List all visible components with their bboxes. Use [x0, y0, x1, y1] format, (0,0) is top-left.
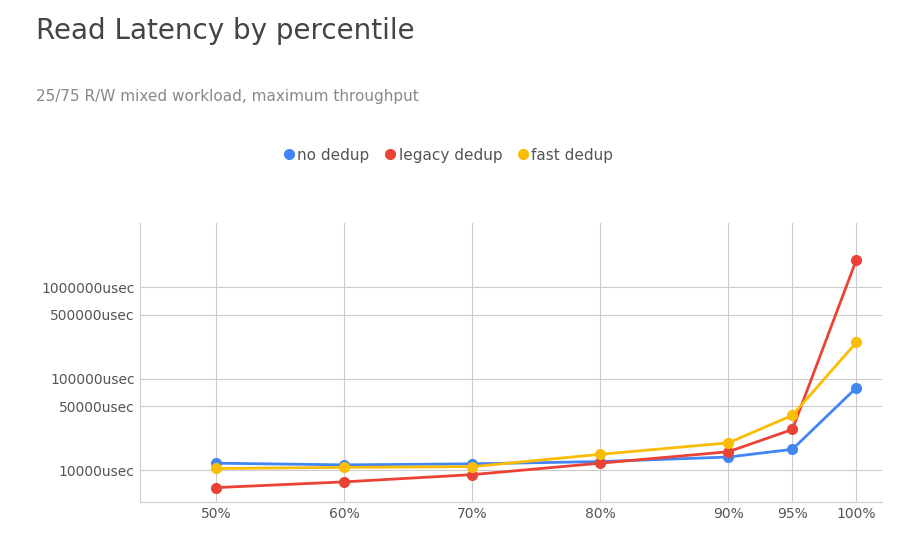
- legacy dedup: [595, 460, 606, 466]
- legacy dedup: [851, 256, 862, 263]
- no dedup: [723, 454, 734, 460]
- Line: no dedup: no dedup: [212, 383, 861, 470]
- fast dedup: [787, 412, 797, 418]
- Text: 25/75 R/W mixed workload, maximum throughput: 25/75 R/W mixed workload, maximum throug…: [36, 89, 419, 104]
- legacy dedup: [211, 484, 221, 491]
- legacy dedup: [339, 479, 350, 485]
- Line: fast dedup: fast dedup: [212, 338, 861, 473]
- legacy dedup: [467, 472, 478, 478]
- no dedup: [595, 458, 606, 465]
- no dedup: [339, 461, 350, 468]
- fast dedup: [723, 440, 734, 446]
- legacy dedup: [723, 449, 734, 455]
- fast dedup: [595, 451, 606, 458]
- legacy dedup: [787, 426, 797, 433]
- no dedup: [211, 460, 221, 466]
- no dedup: [851, 384, 862, 391]
- Text: Read Latency by percentile: Read Latency by percentile: [36, 17, 415, 45]
- fast dedup: [851, 339, 862, 346]
- Legend: no dedup, legacy dedup, fast dedup: no dedup, legacy dedup, fast dedup: [281, 142, 619, 169]
- no dedup: [787, 446, 797, 453]
- fast dedup: [211, 465, 221, 472]
- fast dedup: [467, 463, 478, 470]
- Line: legacy dedup: legacy dedup: [212, 255, 861, 492]
- no dedup: [467, 460, 478, 467]
- fast dedup: [339, 464, 350, 471]
